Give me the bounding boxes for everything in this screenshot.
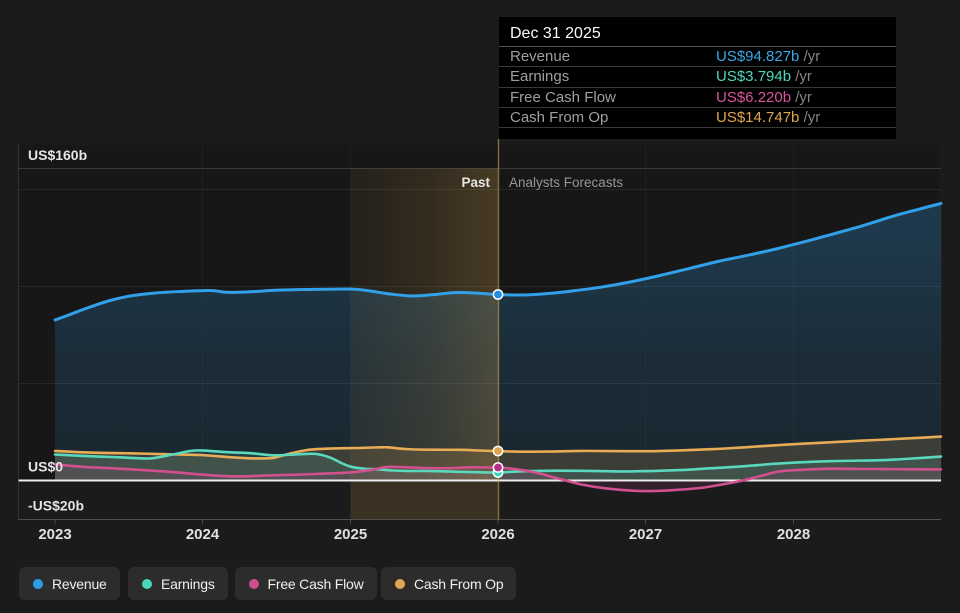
svg-text:2024: 2024 [186,526,220,543]
svg-text:2027: 2027 [629,526,662,543]
svg-text:US$160b: US$160b [28,147,87,163]
svg-text:-US$20b: -US$20b [28,498,84,514]
svg-text:2026: 2026 [481,526,514,543]
svg-text:2028: 2028 [777,526,810,543]
svg-text:2025: 2025 [334,526,367,543]
svg-text:US$0: US$0 [28,459,63,475]
svg-text:Analysts Forecasts: Analysts Forecasts [509,175,623,190]
svg-text:2023: 2023 [38,526,71,543]
svg-text:Past: Past [461,175,490,190]
